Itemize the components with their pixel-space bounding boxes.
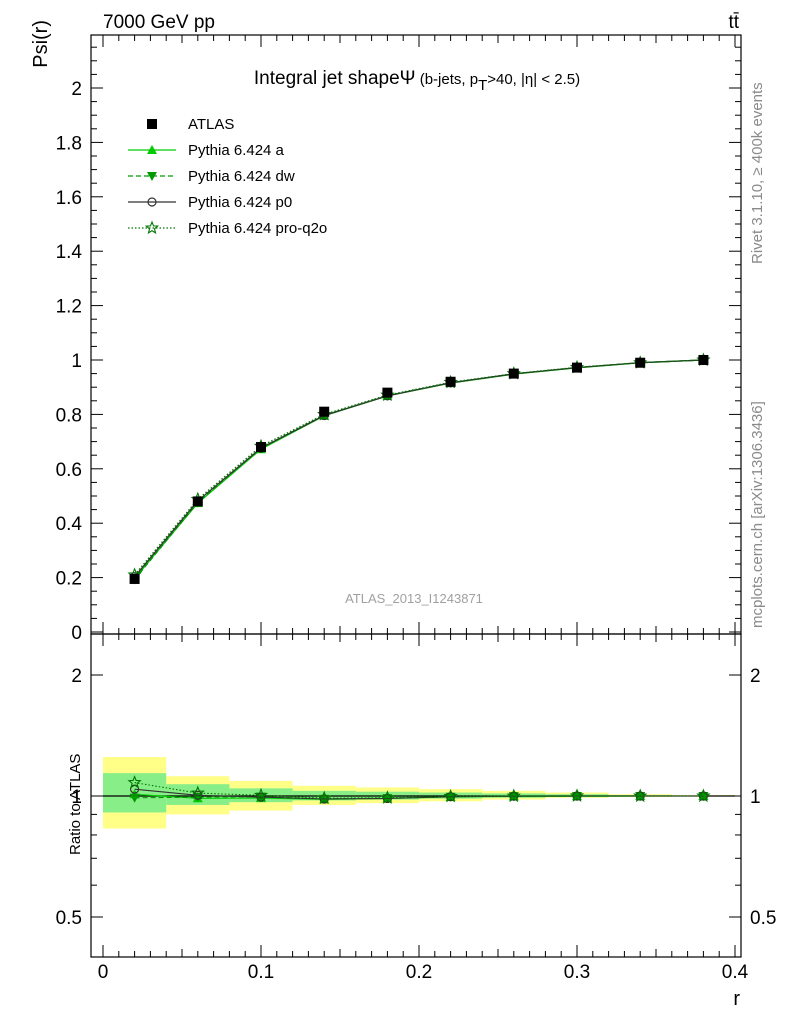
main-ylabel: Psi(r) — [30, 20, 52, 68]
legend-entry: Pythia 6.424 dw — [128, 168, 295, 185]
ratio-ylabel: Ratio to ATLAS — [67, 754, 84, 855]
svg-text:Rivet 3.1.10, ≥ 400k events: Rivet 3.1.10, ≥ 400k events — [749, 82, 766, 264]
ratio-point — [319, 794, 329, 804]
ratio-y-tick-label: 1 — [71, 787, 82, 808]
x-tick-label: 0.2 — [406, 962, 432, 983]
series-3 — [130, 355, 709, 582]
y-tick-label: 0.6 — [56, 460, 82, 481]
ratio-axis-ticks: 0 0.1 0.2 0.3 0.4 0.5 0.5 1 1 2 2 — [56, 634, 776, 983]
data-point — [192, 496, 203, 507]
series-0 — [129, 355, 709, 584]
ratio-point — [317, 790, 332, 805]
y-tick-label: 0.4 — [56, 514, 83, 535]
y-tick-label: 1.2 — [56, 297, 82, 318]
legend-marker — [147, 145, 157, 154]
ratio-point — [382, 793, 392, 804]
legend-label: ATLAS — [188, 116, 234, 133]
ratio-y-tick-label: 2 — [71, 666, 82, 687]
legend-label: Pythia 6.424 pro-q2o — [188, 220, 327, 237]
data-point — [508, 368, 519, 379]
ratio-y-tick-label-right: 1 — [750, 787, 761, 808]
data-point — [698, 355, 709, 365]
ratio-point — [129, 793, 140, 803]
ratio-point — [633, 788, 648, 803]
ratio-frame — [90, 633, 742, 958]
data-point — [129, 573, 140, 584]
y-tick-label: 0 — [71, 623, 82, 644]
series-4 — [127, 352, 711, 581]
ratio-series-4 — [127, 775, 711, 805]
legend-label: Pythia 6.424 p0 — [188, 194, 292, 211]
ratio-series — [103, 775, 735, 805]
chart-title: Integral jet shapeΨ (b-jets, pT>40, |η| … — [254, 68, 580, 94]
series-line — [134, 359, 704, 580]
main-series — [127, 352, 711, 585]
x-tick-label: 0.3 — [564, 962, 590, 983]
legend-entry: Pythia 6.424 a — [128, 142, 285, 159]
legend-marker — [147, 119, 157, 129]
data-point — [382, 387, 393, 398]
ratio-point — [256, 792, 266, 802]
legend: ATLAS Pythia 6.424 a Pythia 6.424 dw Pythia… — [128, 116, 327, 237]
ratio-point — [506, 788, 521, 803]
legend-marker — [147, 172, 157, 181]
legend-entry: Pythia 6.424 pro-q2o — [128, 220, 327, 237]
rivet-version-label: Rivet 3.1.10, ≥ 400k events — [749, 82, 766, 264]
ratio-point — [696, 788, 711, 803]
y-tick-label: 1.8 — [56, 133, 82, 154]
data-point — [319, 406, 330, 417]
analysis-watermark: ATLAS_2013_I1243871 — [345, 591, 483, 606]
ratio-point — [190, 785, 205, 800]
y-tick-label: 1.6 — [56, 188, 82, 209]
data-point — [572, 362, 582, 373]
energy-label: 7000 GeV pp — [103, 12, 215, 33]
legend-marker — [147, 197, 157, 207]
legend-entry: ATLAS — [147, 116, 234, 133]
ratio-point — [253, 787, 269, 802]
process-label: tt̄ — [728, 12, 739, 33]
ratio-point — [443, 788, 458, 803]
ratio-line — [134, 782, 704, 799]
main-axis-ticks: 0 0.2 0.4 0.6 0.8 1 1.2 1.4 1.6 1.8 2 — [56, 35, 741, 644]
y-tick-label: 1.4 — [56, 242, 83, 263]
data-point — [256, 442, 266, 453]
legend-entry: Pythia 6.424 p0 — [128, 194, 292, 211]
legend-label: Pythia 6.424 dw — [188, 168, 295, 185]
data-point — [635, 357, 646, 368]
series-line — [134, 359, 704, 576]
ratio-point — [127, 775, 142, 789]
ratio-y-tick-label-right: 2 — [750, 666, 761, 687]
ratio-line — [134, 788, 704, 800]
ratio-point — [193, 790, 203, 800]
svg-text:mcplots.cern.ch [arXiv:1306.34: mcplots.cern.ch [arXiv:1306.3436] — [749, 401, 766, 628]
series-line — [134, 359, 704, 579]
x-tick-label: 0.1 — [248, 962, 274, 983]
y-tick-label: 2 — [71, 79, 82, 100]
data-point — [445, 376, 456, 387]
ratio-point — [380, 790, 395, 804]
plot-frames — [90, 34, 742, 958]
x-tick-label: 0.4 — [722, 962, 749, 983]
y-tick-label: 0.2 — [56, 569, 82, 590]
ratio-point — [569, 788, 585, 802]
x-tick-label: 0 — [98, 962, 109, 983]
legend-marker — [144, 220, 160, 235]
series-2 — [129, 356, 709, 585]
x-axis-label: r — [733, 988, 740, 1010]
y-tick-label: 1 — [71, 351, 82, 372]
legend-label: Pythia 6.424 a — [188, 142, 285, 159]
series-line — [134, 359, 704, 578]
ratio-y-tick-label: 0.5 — [56, 908, 82, 929]
mcplots-label: mcplots.cern.ch [arXiv:1306.3436] — [749, 401, 766, 628]
y-tick-label: 0.8 — [56, 405, 82, 426]
ratio-y-tick-label-right: 0.5 — [750, 908, 776, 929]
